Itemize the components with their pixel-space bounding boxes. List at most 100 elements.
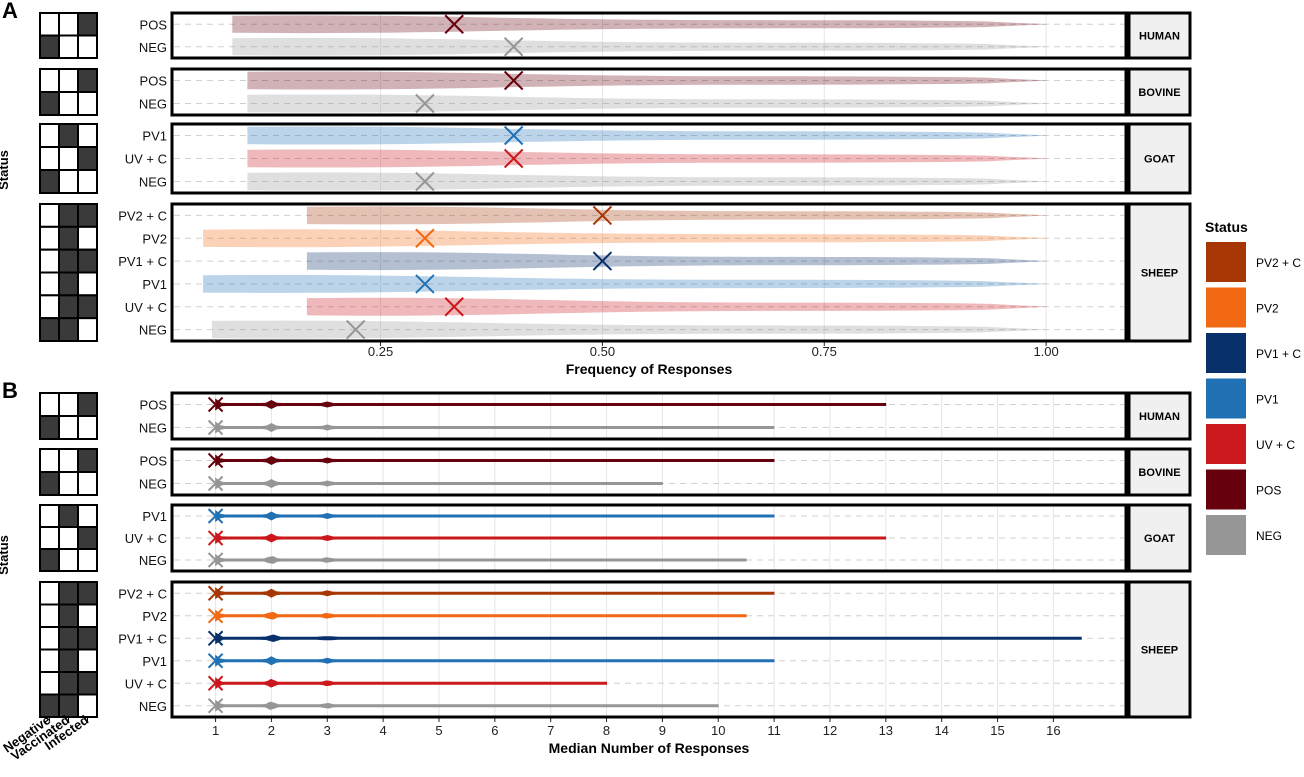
matrix-cell	[39, 448, 60, 473]
row-label: POS	[140, 74, 168, 89]
matrix-cell	[58, 68, 79, 93]
mean-marker	[503, 125, 524, 146]
facet-strip	[1127, 580, 1192, 719]
matrix-cell	[39, 626, 60, 651]
facet-label: GOAT	[1144, 533, 1175, 545]
facet-strip	[1127, 447, 1192, 497]
matrix-cell	[77, 203, 98, 228]
matrix-cell	[77, 581, 98, 606]
matrix-cell	[58, 12, 79, 37]
facet-border	[170, 202, 1128, 343]
matrix-cell	[58, 271, 79, 297]
legend-label: NEG	[1256, 529, 1282, 543]
facet-label: BOVINE	[1138, 467, 1180, 479]
x-tick-label: 13	[879, 723, 893, 738]
matrix-cell	[58, 203, 79, 228]
matrix-cell	[39, 225, 60, 251]
mean-marker	[345, 319, 366, 340]
matrix-cell	[77, 471, 98, 496]
legend-label: PV1	[1256, 393, 1279, 407]
mean-marker	[415, 228, 435, 248]
mean-marker	[207, 396, 224, 413]
mean-marker	[207, 585, 224, 601]
x-tick-label: 6	[491, 723, 498, 738]
row-label: PV1 + C	[118, 254, 167, 269]
row-label: NEG	[139, 175, 167, 190]
x-tick-label: 2	[268, 723, 275, 738]
facet-border	[170, 67, 1128, 117]
mean-marker	[592, 251, 613, 271]
row-label: UV + C	[125, 152, 167, 167]
matrix-cell	[77, 294, 98, 320]
mean-marker	[503, 148, 524, 169]
matrix-cell	[58, 626, 79, 651]
matrix-cell	[39, 294, 60, 320]
mean-marker	[444, 297, 464, 317]
legend-swatch-pv2-c	[1206, 242, 1246, 282]
matrix-cell	[58, 392, 79, 417]
matrix-cell	[77, 415, 98, 440]
matrix-cell	[39, 91, 60, 116]
matrix-cell	[58, 225, 79, 251]
matrix-cell	[77, 392, 98, 417]
facet-sheep: PV2 + C PV2 PV1 + C PV1 UV + C NEG SHEEP	[39, 202, 1192, 343]
violin-neg	[215, 699, 719, 712]
matrix-cell	[77, 448, 98, 473]
mean-marker	[207, 653, 224, 669]
facet-strip	[1127, 391, 1192, 441]
row-label: PV2	[142, 609, 167, 624]
matrix-cell	[58, 415, 79, 440]
x-tick-label: 5	[435, 723, 442, 738]
matrix-cell	[39, 203, 60, 228]
matrix-cell	[77, 317, 98, 342]
matrix-cell	[77, 91, 98, 116]
legend-label: PV2 + C	[1256, 256, 1301, 270]
violin-pos	[232, 15, 1047, 34]
matrix-cell	[39, 34, 60, 59]
matrix-cell	[77, 123, 98, 148]
mean-marker	[415, 93, 435, 114]
row-label: NEG	[139, 477, 167, 492]
matrix-cell	[77, 146, 98, 171]
facet-label: HUMAN	[1139, 411, 1180, 423]
violin-uv-c	[306, 297, 1047, 316]
x-axis-title: Frequency of Responses	[566, 361, 733, 377]
matrix-cell	[39, 271, 60, 297]
legend-swatch-neg	[1206, 515, 1246, 555]
legend-label: POS	[1256, 484, 1281, 498]
row-label: POS	[140, 17, 168, 32]
matrix-cell	[77, 169, 98, 194]
violin-neg	[232, 37, 1047, 56]
matrix-cell	[39, 648, 60, 673]
row-label: PV1	[142, 129, 167, 144]
matrix-cell	[77, 225, 98, 251]
matrix-cell	[58, 317, 79, 342]
x-tick-label: 1.00	[1033, 344, 1058, 359]
matrix-cell	[39, 603, 60, 628]
legend-swatch-pv1	[1206, 378, 1246, 419]
violin-pv2-c	[306, 206, 1047, 225]
matrix-cell	[77, 68, 98, 93]
row-label: NEG	[139, 553, 167, 568]
facet-bovine: POS NEG BOVINE	[39, 67, 1192, 117]
violin-uv-c	[247, 149, 1047, 168]
violin-pos	[247, 71, 1047, 90]
row-label: PV1	[142, 509, 167, 524]
violin-neg	[215, 477, 663, 490]
matrix-cell	[58, 603, 79, 628]
violin-pv2	[203, 229, 1047, 248]
row-label: POS	[140, 398, 168, 413]
violin-pv2	[215, 609, 747, 622]
matrix-cell	[58, 548, 79, 572]
mean-marker	[207, 698, 224, 714]
matrix-cell	[58, 91, 79, 116]
x-tick-label: 10	[711, 723, 725, 738]
facet-border	[170, 122, 1128, 195]
matrix-cell	[77, 626, 98, 651]
matrix-cell	[39, 68, 60, 93]
matrix-cell	[39, 12, 60, 37]
matrix-cell	[39, 146, 60, 171]
legend-title: Status	[1205, 219, 1248, 235]
row-label: PV2	[142, 231, 167, 246]
